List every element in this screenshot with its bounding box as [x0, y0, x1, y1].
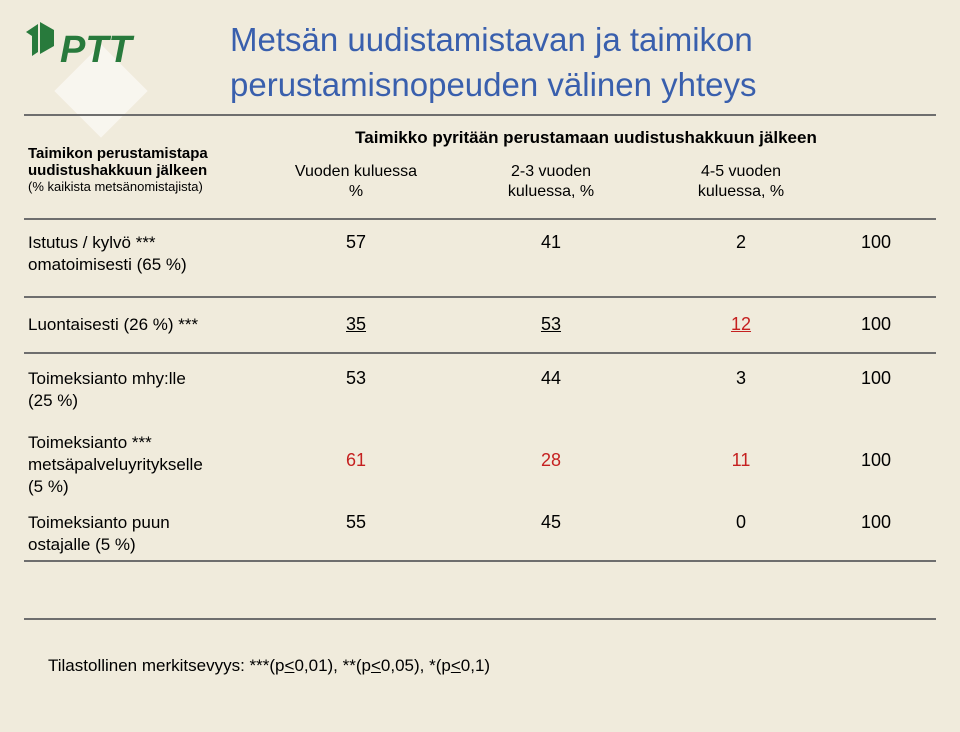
col-head-text: 2-3 vuoden [511, 163, 591, 180]
cell: 53 [256, 368, 456, 389]
col-head-text: kuluessa, % [508, 183, 594, 200]
table-row: Toimeksianto *** metsäpalveluyritykselle… [28, 432, 936, 498]
footnote-le: < [371, 656, 381, 675]
footnote-text: 0,1) [461, 656, 490, 675]
cell: 0 [646, 512, 836, 533]
cell: 100 [836, 314, 916, 335]
cell: 45 [456, 512, 646, 533]
row-label-text: Toimeksianto mhy:lle [28, 369, 186, 388]
table-rule [24, 352, 936, 354]
table-rule [24, 560, 936, 562]
cell: 57 [256, 232, 456, 253]
column-superheader: Taimikko pyritään perustamaan uudistusha… [256, 118, 916, 156]
row-label: Toimeksianto *** metsäpalveluyritykselle… [28, 432, 256, 498]
cell: 53 [456, 314, 646, 335]
title-line-1: Metsän uudistamistavan ja taimikon [230, 18, 880, 63]
row-label-text: (25 %) [28, 391, 78, 410]
table-rule [24, 618, 936, 620]
col-head-text: 4-5 vuoden [701, 163, 781, 180]
column-headers: Taimikko pyritään perustamaan uudistusha… [256, 118, 916, 212]
column-subheaders: Vuoden kuluessa % 2-3 vuoden kuluessa, %… [256, 156, 916, 212]
table-rule [24, 296, 936, 298]
cell: 41 [456, 232, 646, 253]
row-label-text: ostajalle (5 %) [28, 535, 136, 554]
footnote-text: Tilastollinen merkitsevyys: ***(p [48, 656, 285, 675]
cell: 11 [646, 432, 836, 471]
row-label-text: Toimeksianto *** [28, 433, 152, 452]
col-head-1: Vuoden kuluessa % [256, 156, 456, 212]
cell: 100 [836, 368, 916, 389]
ptt-logo: PTT [24, 22, 144, 78]
row-label-text: metsäpalveluyritykselle [28, 455, 203, 474]
row-label-text: Luontaisesti (26 %) *** [28, 315, 198, 334]
table-row: Toimeksianto mhy:lle (25 %) 53 44 3 100 [28, 368, 936, 412]
row-label-text: Toimeksianto puun [28, 513, 170, 532]
title-line-2: perustamisnopeuden välinen yhteys [230, 63, 880, 108]
col-head-2: 2-3 vuoden kuluessa, % [456, 156, 646, 212]
col-head-3: 4-5 vuoden kuluessa, % [646, 156, 836, 212]
col-head-4 [836, 156, 916, 212]
cell: 44 [456, 368, 646, 389]
col-head-text: Vuoden kuluessa [295, 163, 417, 180]
table-row: Luontaisesti (26 %) *** 35 53 12 100 [28, 314, 936, 336]
row-label-text: (5 %) [28, 477, 69, 496]
cell: 2 [646, 232, 836, 253]
cell: 100 [836, 512, 916, 533]
cell: 28 [456, 432, 646, 471]
footnote-text: 0,01), **(p [294, 656, 371, 675]
row-label-text: omatoimisesti (65 %) [28, 255, 187, 274]
footnote-le: < [285, 656, 295, 675]
footnote-le: < [451, 656, 461, 675]
slide-title: Metsän uudistamistavan ja taimikon perus… [230, 18, 880, 107]
table-rule [24, 218, 936, 220]
table-row: Istutus / kylvö *** omatoimisesti (65 %)… [28, 232, 936, 276]
cell: 100 [836, 432, 916, 471]
col-head-text: kuluessa, % [698, 183, 784, 200]
cell: 55 [256, 512, 456, 533]
row-header-line: Taimikon perustamistapa [28, 145, 248, 162]
row-header-line: uudistushakkuun jälkeen [28, 162, 248, 179]
row-label: Toimeksianto puun ostajalle (5 %) [28, 512, 256, 556]
row-label-text: Istutus / kylvö *** [28, 233, 156, 252]
significance-footnote: Tilastollinen merkitsevyys: ***(p<0,01),… [48, 656, 490, 676]
cell: 3 [646, 368, 836, 389]
col-head-text: % [349, 183, 363, 200]
footnote-text: 0,05), *(p [381, 656, 451, 675]
svg-text:PTT: PTT [60, 29, 135, 71]
cell: 100 [836, 232, 916, 253]
row-label: Luontaisesti (26 %) *** [28, 314, 256, 336]
row-header-label: Taimikon perustamistapa uudistushakkuun … [28, 145, 248, 194]
row-label: Toimeksianto mhy:lle (25 %) [28, 368, 256, 412]
cell: 61 [256, 432, 456, 471]
cell: 12 [646, 314, 836, 335]
cell: 35 [256, 314, 456, 335]
table-row: Toimeksianto puun ostajalle (5 %) 55 45 … [28, 512, 936, 556]
row-header-line: (% kaikista metsänomistajista) [28, 179, 248, 194]
table-rule [24, 114, 936, 116]
row-label: Istutus / kylvö *** omatoimisesti (65 %) [28, 232, 256, 276]
